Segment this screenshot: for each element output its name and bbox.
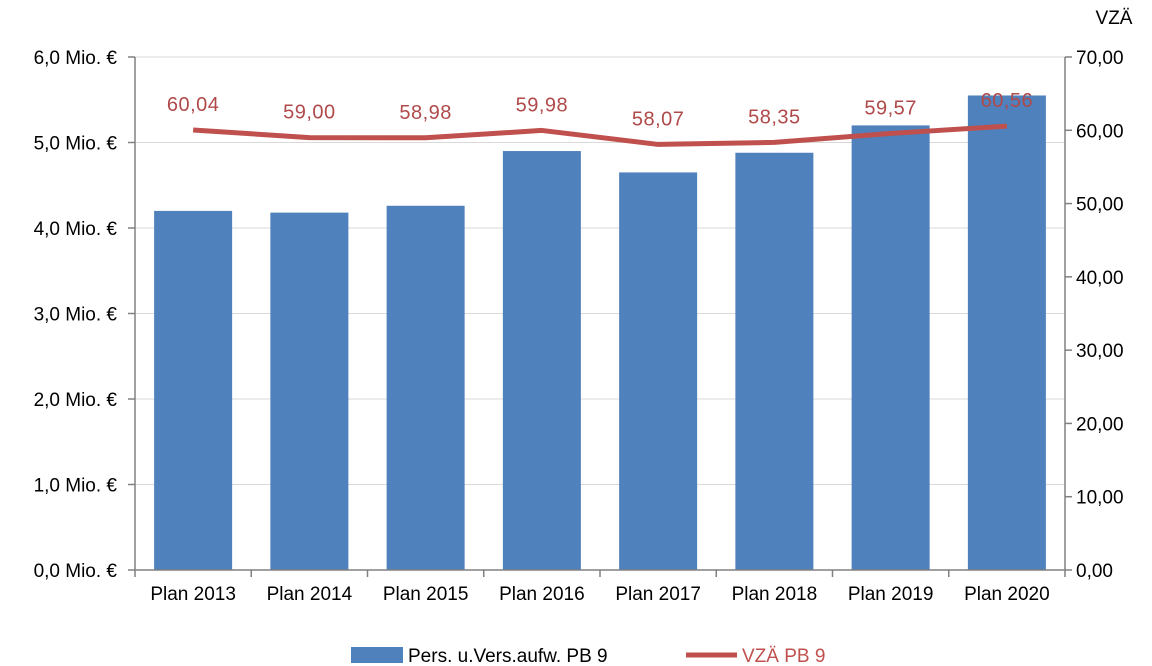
y-right-tick-label: 10,00 bbox=[1076, 488, 1124, 509]
y-right-axis-title: VZÄ bbox=[1096, 8, 1133, 29]
line-data-labels: 60,04 59,00 58,98 59,98 58,07 58,35 59,57 60,56 bbox=[167, 90, 1033, 130]
legend-swatch-bars bbox=[351, 647, 403, 663]
x-tick-label: Plan 2016 bbox=[499, 584, 585, 605]
y-left-tick-label: 1,0 Mio. € bbox=[34, 476, 118, 497]
y-left-tick-label: 3,0 Mio. € bbox=[34, 305, 118, 326]
x-tick-label: Plan 2015 bbox=[383, 584, 469, 605]
bar bbox=[735, 152, 814, 570]
legend: Pers. u.Vers.aufw. PB 9 VZÄ PB 9 bbox=[351, 646, 825, 666]
y-right-tick-label: 30,00 bbox=[1076, 341, 1124, 362]
bar bbox=[270, 212, 349, 571]
line-data-label: 59,00 bbox=[283, 102, 336, 124]
x-tick-label: Plan 2014 bbox=[267, 584, 353, 605]
y-left-ticks: 0,0 Mio. € 1,0 Mio. € 2,0 Mio. € 3,0 Mio. €… bbox=[34, 48, 135, 582]
x-tick-label: Plan 2018 bbox=[732, 584, 818, 605]
x-ticks: Plan 2013 Plan 2014 Plan 2015 Plan 2016 Plan… bbox=[134, 570, 1066, 605]
y-right-tick-label: 70,00 bbox=[1076, 48, 1124, 69]
bar bbox=[967, 95, 1046, 570]
bar bbox=[619, 172, 698, 571]
line-data-label: 58,98 bbox=[399, 102, 452, 124]
legend-label-line: VZÄ PB 9 bbox=[742, 646, 825, 666]
x-tick-label: Plan 2019 bbox=[848, 584, 934, 605]
x-tick-label: Plan 2017 bbox=[615, 584, 701, 605]
line-data-label: 60,56 bbox=[981, 90, 1034, 112]
line-series bbox=[192, 123, 1008, 147]
y-left-tick-label: 2,0 Mio. € bbox=[34, 390, 118, 411]
vza-line bbox=[192, 123, 1008, 147]
y-left-tick-label: 6,0 Mio. € bbox=[34, 48, 118, 69]
bar-series bbox=[154, 95, 1046, 571]
line-data-label: 58,07 bbox=[632, 108, 685, 130]
bar bbox=[154, 210, 233, 570]
y-right-tick-label: 50,00 bbox=[1076, 195, 1124, 216]
y-right-tick-label: 40,00 bbox=[1076, 268, 1124, 289]
line-data-label: 60,04 bbox=[167, 94, 220, 116]
line-data-label: 58,35 bbox=[748, 106, 801, 128]
y-right-tick-label: 0,00 bbox=[1076, 561, 1113, 582]
legend-label-bars: Pers. u.Vers.aufw. PB 9 bbox=[408, 646, 608, 666]
bar bbox=[851, 125, 930, 571]
y-left-tick-label: 0,0 Mio. € bbox=[34, 561, 118, 582]
x-tick-label: Plan 2013 bbox=[150, 584, 236, 605]
y-right-tick-label: 20,00 bbox=[1076, 414, 1124, 435]
line-data-label: 59,57 bbox=[864, 97, 917, 119]
bar bbox=[386, 205, 465, 570]
y-left-tick-label: 5,0 Mio. € bbox=[34, 134, 118, 155]
y-left-tick-label: 4,0 Mio. € bbox=[34, 219, 118, 240]
y-right-ticks: 0,00 10,00 20,00 30,00 40,00 50,00 60,00 70,00 bbox=[1065, 48, 1124, 582]
x-tick-label: Plan 2020 bbox=[964, 584, 1050, 605]
y-right-tick-label: 60,00 bbox=[1076, 121, 1124, 142]
line-data-label: 59,98 bbox=[516, 94, 569, 116]
bar bbox=[502, 151, 581, 571]
